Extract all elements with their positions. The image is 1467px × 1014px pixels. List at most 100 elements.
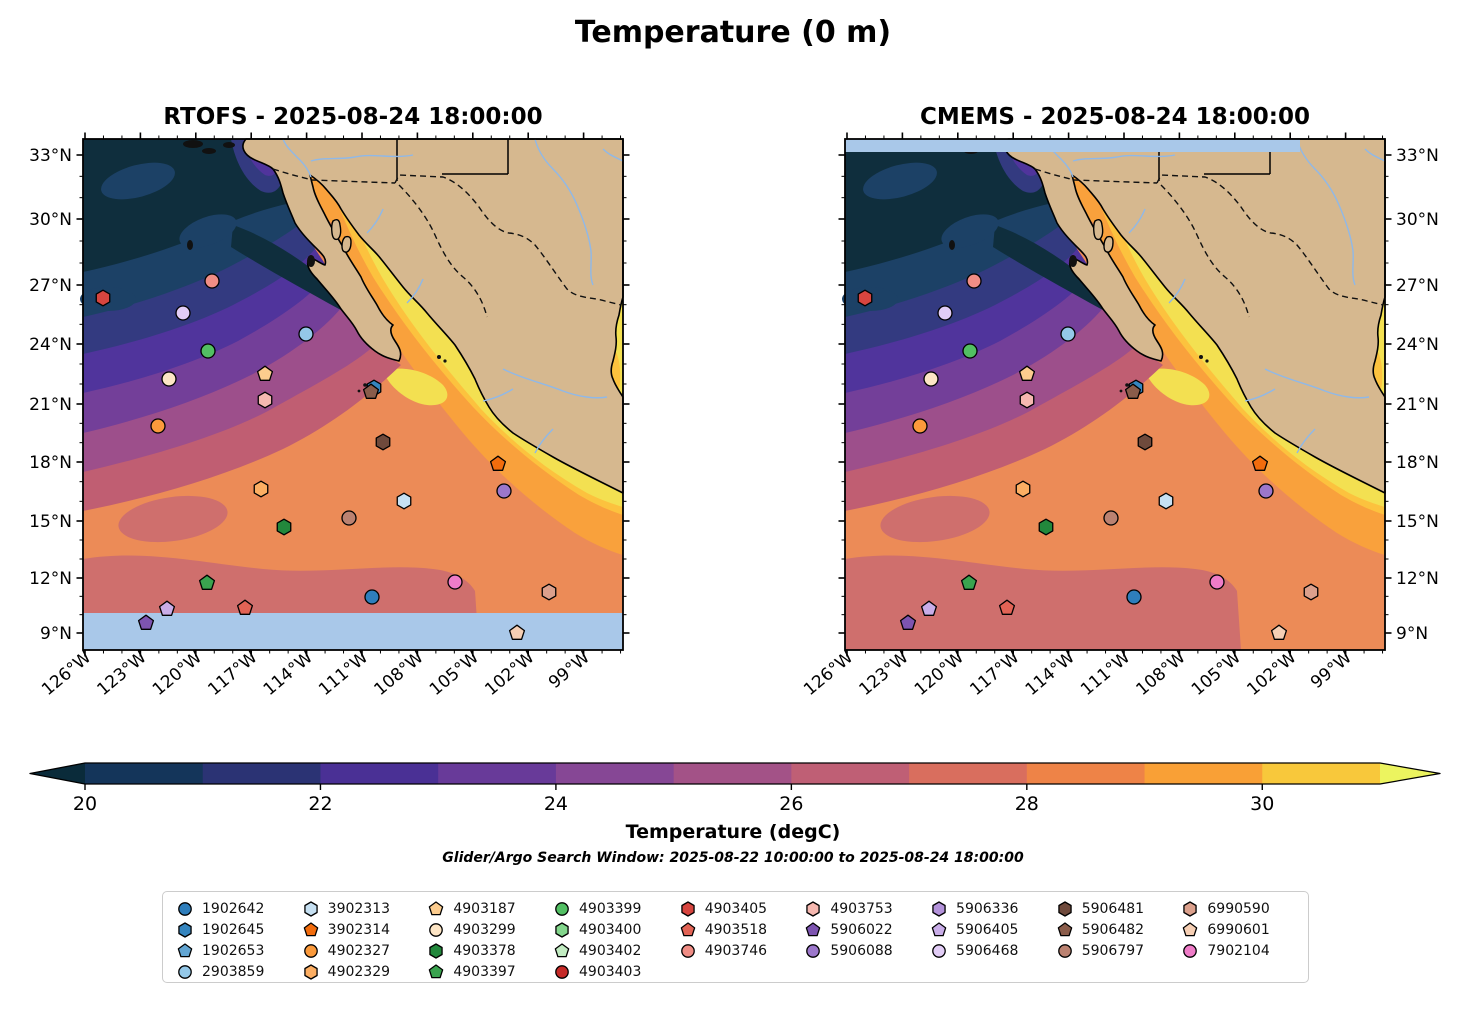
legend-pentagon-icon <box>931 921 947 936</box>
legend-item-4903402: 4903402 <box>554 940 680 961</box>
map-panel-rtofs: RTOFS - 2025-08-24 18:00:00 126°W123°W12… <box>29 104 630 700</box>
legend-float-id: 4903397 <box>453 963 516 980</box>
hexagon-marker-icon <box>932 900 946 917</box>
float-marker-5906481 <box>1137 433 1153 451</box>
legend-circle-icon <box>303 943 318 958</box>
legend-item-2903859: 2903859 <box>177 961 303 982</box>
legend-item-4903187: 4903187 <box>428 898 554 919</box>
legend-item-3902314: 3902314 <box>303 919 429 940</box>
legend-item-4903378: 4903378 <box>428 940 554 961</box>
legend-circle-icon <box>555 964 569 979</box>
legend-hexagon-icon <box>178 921 192 938</box>
hexagon-marker-icon <box>555 921 569 938</box>
float-marker-4903518 <box>236 599 254 615</box>
panel-title-cmems: CMEMS - 2025-08-24 18:00:00 <box>920 104 1310 130</box>
legend-float-id: 3902313 <box>327 900 391 917</box>
circle-marker-icon <box>555 901 569 916</box>
hexagon-marker-icon <box>1057 900 1072 917</box>
legend-float-id: 4902327 <box>327 942 391 959</box>
float-marker-5906088 <box>496 483 512 499</box>
legend-float-id: 4903746 <box>704 942 768 959</box>
map-panel-cmems: CMEMS - 2025-08-24 18:00:00 126°W123°W12… <box>800 104 1439 700</box>
hexagon-marker-icon <box>303 900 318 917</box>
legend-column: 4903405 4903518 4903746 <box>680 898 806 961</box>
legend-column: 5906481 5906482 5906797 <box>1057 898 1183 961</box>
lat-tick-label: 24°N <box>1396 335 1439 355</box>
lon-tick-label: 126°W <box>38 647 95 700</box>
legend-item-4902329: 4902329 <box>303 961 429 982</box>
legend-item-7902104: 7902104 <box>1182 940 1308 961</box>
float-marker-4903187 <box>1018 365 1036 381</box>
circle-marker-icon <box>303 943 318 958</box>
no-data-band-north <box>845 139 1300 152</box>
legend-column: 4903753 5906022 5906088 <box>805 898 931 961</box>
legend-hexagon-icon <box>303 963 318 980</box>
legend-float-id: 3902314 <box>327 921 391 938</box>
legend-item-4903400: 4903400 <box>554 919 680 940</box>
lon-tick-label: 111°W <box>315 647 372 700</box>
legend-item-6990590: 6990590 <box>1182 898 1308 919</box>
legend-item-1902653: 1902653 <box>177 940 303 961</box>
pentagon-marker-icon <box>177 942 193 957</box>
legend-hexagon-icon <box>555 921 569 938</box>
pentagon-marker-icon <box>1057 921 1073 936</box>
float-marker-4903746 <box>204 273 220 289</box>
legend-item-5906797: 5906797 <box>1057 940 1183 961</box>
float-marker-6990601 <box>508 624 526 640</box>
float-marker-4902329 <box>253 480 269 498</box>
float-marker-3902313 <box>396 492 412 510</box>
lon-tick-label: 123°W <box>94 647 151 700</box>
float-marker-6990601 <box>1270 624 1288 640</box>
pentagon-marker-icon <box>554 942 570 957</box>
legend-circle-icon <box>932 943 946 958</box>
lon-tick-label: 102°W <box>481 647 538 700</box>
lon-tick-label: 99°W <box>1307 647 1356 693</box>
lon-tick-label: 123°W <box>856 647 913 700</box>
legend-circle-icon <box>555 901 569 916</box>
legend-pentagon-icon <box>806 921 821 936</box>
legend-pentagon-icon <box>680 921 695 936</box>
legend-item-4902327: 4902327 <box>303 940 429 961</box>
legend-item-5906482: 5906482 <box>1057 919 1183 940</box>
circle-marker-icon <box>429 922 444 937</box>
legend-column: 6990590 6990601 7902104 <box>1182 898 1308 961</box>
legend-circle-icon <box>680 943 695 958</box>
lat-tick-label: 33°N <box>29 146 72 166</box>
float-marker-4903746 <box>966 273 982 289</box>
float-marker-4903518 <box>998 599 1016 615</box>
legend-circle-icon <box>1183 943 1198 958</box>
legend-float-id: 5906022 <box>830 921 893 938</box>
float-marker-3902314 <box>489 455 507 471</box>
lat-tick-label: 15°N <box>1396 512 1439 532</box>
legend-pentagon-icon <box>554 942 570 957</box>
lon-tick-label: 114°W <box>1022 647 1079 700</box>
legend-item-5906468: 5906468 <box>931 940 1057 961</box>
legend-item-4903403: 4903403 <box>554 961 680 982</box>
legend-pentagon-icon <box>177 942 193 957</box>
panel-frame <box>82 138 624 651</box>
legend-float-id: 6990590 <box>1207 900 1270 917</box>
legend-hexagon-icon <box>1057 900 1072 917</box>
lat-tick-label: 27°N <box>29 276 72 296</box>
legend-pentagon-icon <box>1057 921 1073 936</box>
no-data-band-south <box>83 613 623 650</box>
lon-tick-label: 111°W <box>1077 647 1134 700</box>
legend-float-id: 2903859 <box>202 963 265 980</box>
legend-column: 1902642 1902645 1902653 2903859 <box>177 898 303 982</box>
float-marker-4903187 <box>256 365 274 381</box>
hexagon-marker-icon <box>178 921 192 938</box>
float-marker-4903405 <box>95 289 111 307</box>
page-title: Temperature (0 m) <box>575 15 891 50</box>
legend-float-id: 4903187 <box>453 900 516 917</box>
legend-float-id: 4903400 <box>579 921 642 938</box>
lat-tick-label: 9°N <box>1396 624 1428 644</box>
legend-float-id: 5906482 <box>1081 921 1145 938</box>
legend-float-id: 4903518 <box>704 921 768 938</box>
legend-item-1902642: 1902642 <box>177 898 303 919</box>
legend-column: 3902313 3902314 4902327 4902329 <box>303 898 429 982</box>
float-marker-3902314 <box>1251 455 1269 471</box>
legend-circle-icon <box>178 901 192 916</box>
legend-float-id: 5906797 <box>1081 942 1145 959</box>
float-marker-5906468 <box>175 305 191 321</box>
